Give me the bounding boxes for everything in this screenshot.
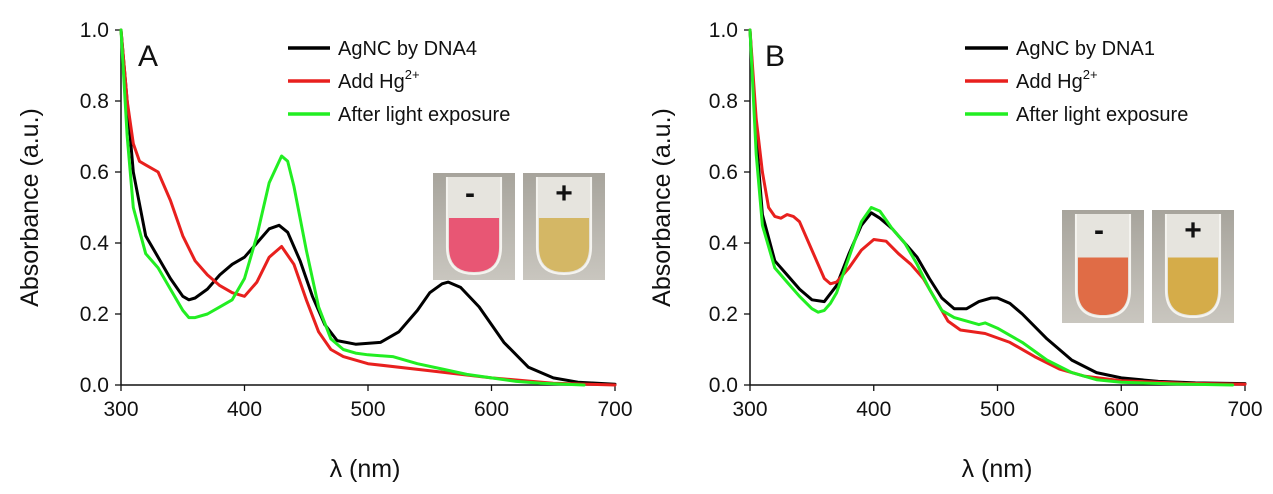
legend-label: AgNC by DNA1 xyxy=(1016,38,1155,60)
x-tick-label: 400 xyxy=(856,398,891,421)
tube-solution xyxy=(448,217,500,272)
y-tick-label: 0.2 xyxy=(709,303,738,326)
panel-label: A xyxy=(138,40,158,73)
legend-label: After light exposure xyxy=(338,104,510,126)
x-tick-label: 700 xyxy=(597,398,632,421)
panel-b: 300 400 500 600 700 0.0 0.2 0.4 0.6 0.8 1.0 λ (nm) A… xyxy=(648,19,1263,483)
inset-photo-before: - xyxy=(1062,210,1144,323)
x-tick-label: 500 xyxy=(350,398,385,421)
x-tick-label: 600 xyxy=(474,398,509,421)
x-tick-label: 700 xyxy=(1227,398,1262,421)
x-axis-title: λ (nm) xyxy=(962,455,1033,483)
plus-sign: + xyxy=(555,177,573,210)
legend-superscript: 2+ xyxy=(405,67,420,82)
y-tick-label: 0.8 xyxy=(80,90,109,113)
tube-solution xyxy=(538,217,590,272)
legend: AgNC by DNA4 Add Hg2+ After light exposure xyxy=(288,38,510,126)
x-tick-label: 300 xyxy=(732,398,767,421)
legend-label: Add Hg2+ xyxy=(1016,67,1098,93)
y-tick-label: 0.0 xyxy=(709,374,738,397)
inset-photo-before: - xyxy=(433,173,515,280)
x-tick-label: 600 xyxy=(1104,398,1139,421)
series-line-3 xyxy=(119,28,586,387)
series-line-1 xyxy=(119,28,617,386)
x-tick-label: 300 xyxy=(103,398,138,421)
minus-sign: - xyxy=(1094,214,1104,247)
legend-superscript: 2+ xyxy=(1083,67,1098,82)
y-tick-label: 0.4 xyxy=(709,232,739,255)
series-line-2 xyxy=(119,28,617,387)
y-tick-label: 0.8 xyxy=(709,90,738,113)
legend-label: AgNC by DNA4 xyxy=(338,38,477,60)
y-tick-label: 1.0 xyxy=(709,19,738,42)
series-line-2 xyxy=(748,28,1247,386)
legend-label: After light exposure xyxy=(1016,104,1188,126)
y-tick-label: 0.6 xyxy=(709,161,738,184)
tube-solution xyxy=(1077,257,1129,315)
minus-sign: - xyxy=(465,177,475,210)
y-tick-label: 1.0 xyxy=(80,19,109,42)
plus-sign: + xyxy=(1184,214,1202,247)
y-axis-title: Absorbance (a.u.) xyxy=(16,108,44,307)
y-tick-label: 0.0 xyxy=(80,374,109,397)
series-line-3 xyxy=(748,28,1235,387)
x-tick-label: 500 xyxy=(980,398,1015,421)
panel-a: 300 400 500 600 700 0.0 0.2 0.4 0.6 0.8 1.0 λ (nm) A… xyxy=(16,19,633,483)
legend-label: Add Hg2+ xyxy=(338,67,420,93)
legend: AgNC by DNA1 Add Hg2+ After light exposure xyxy=(965,38,1188,126)
y-tick-label: 0.6 xyxy=(80,161,109,184)
inset-photo-after: + xyxy=(523,173,605,280)
tube-solution xyxy=(1167,257,1219,315)
series-line-1 xyxy=(748,28,1247,386)
x-axis-title: λ (nm) xyxy=(330,455,401,483)
panel-label: B xyxy=(765,40,785,73)
x-tick-label: 400 xyxy=(227,398,262,421)
y-tick-label: 0.4 xyxy=(80,232,110,255)
y-axis-title: Absorbance (a.u.) xyxy=(648,108,676,307)
inset-photo-after: + xyxy=(1152,210,1234,323)
y-tick-label: 0.2 xyxy=(80,303,109,326)
